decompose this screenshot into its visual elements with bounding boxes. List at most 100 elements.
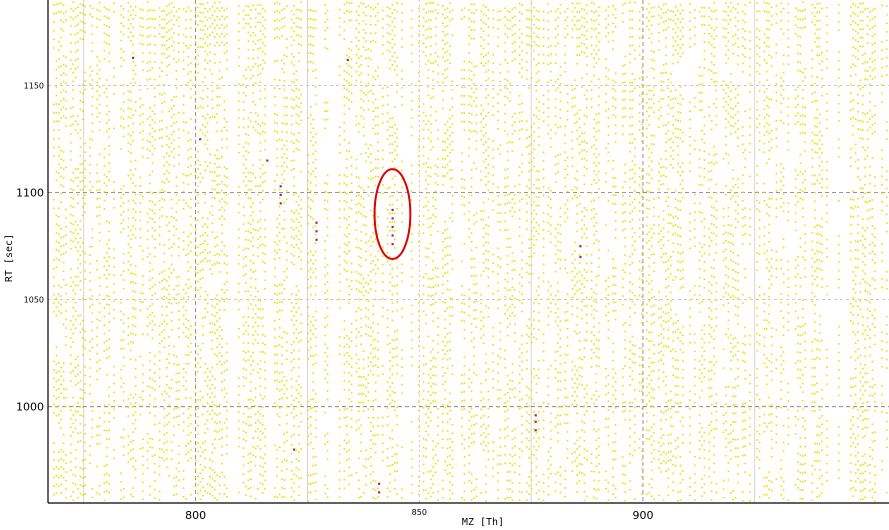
feature-point <box>72 405 74 408</box>
feature-point <box>446 350 449 352</box>
feature-point <box>314 276 317 279</box>
feature-point <box>372 488 374 490</box>
feature-point <box>98 112 101 114</box>
feature-point <box>166 48 168 51</box>
feature-point <box>98 86 101 88</box>
feature-point <box>504 358 506 360</box>
feature-point <box>499 348 502 350</box>
feature-point <box>444 398 446 400</box>
feature-point <box>343 200 346 202</box>
feature-point <box>108 239 110 241</box>
feature-point <box>295 244 298 246</box>
feature-point <box>163 337 166 340</box>
feature-point <box>350 392 353 394</box>
feature-point <box>96 116 98 118</box>
feature-point <box>202 234 204 236</box>
feature-point <box>367 309 370 311</box>
feature-point <box>108 222 110 224</box>
feature-point <box>310 346 312 349</box>
feature-point <box>170 198 173 201</box>
feature-point <box>485 141 487 143</box>
feature-point <box>442 479 444 482</box>
feature-point <box>307 400 310 403</box>
feature-point <box>365 85 367 88</box>
feature-point <box>199 481 202 483</box>
feature-point <box>410 330 413 332</box>
feature-point <box>451 211 454 214</box>
feature-point <box>163 278 166 281</box>
feature-point <box>360 274 362 276</box>
feature-point <box>62 12 65 15</box>
feature-point <box>382 121 384 124</box>
feature-point <box>202 342 204 345</box>
feature-point <box>209 493 211 495</box>
feature-point <box>252 49 254 51</box>
feature-point <box>257 411 259 413</box>
feature-point <box>216 431 218 433</box>
feature-point <box>168 12 170 14</box>
feature-point <box>365 152 367 154</box>
feature-point <box>372 8 374 11</box>
feature-point <box>202 494 204 497</box>
feature-point <box>142 130 144 132</box>
feature-point <box>391 64 394 66</box>
feature-point <box>175 467 178 470</box>
feature-point <box>106 438 108 440</box>
feature-point <box>242 430 245 432</box>
feature-point <box>74 384 77 386</box>
feature-point <box>218 10 221 12</box>
feature-point <box>430 295 432 297</box>
feature-point <box>401 316 403 318</box>
feature-point <box>348 56 350 58</box>
feature-point <box>96 9 98 11</box>
feature-point <box>475 423 478 425</box>
feature-point <box>506 79 509 82</box>
feature-point <box>113 365 115 368</box>
feature-point <box>276 252 278 254</box>
feature-point <box>202 396 204 399</box>
feature-point <box>485 62 487 65</box>
feature-point <box>247 151 250 154</box>
feature-point <box>163 244 166 246</box>
feature-point <box>312 18 314 21</box>
feature-point <box>185 292 187 294</box>
feature-point <box>206 252 209 254</box>
feature-point <box>178 445 180 447</box>
feature-point <box>82 29 84 32</box>
feature-point <box>468 103 470 106</box>
feature-point <box>446 129 449 131</box>
feature-point <box>430 10 432 13</box>
feature-point <box>348 232 350 235</box>
feature-point <box>307 315 310 317</box>
feature-point <box>307 180 310 182</box>
feature-point <box>238 336 240 339</box>
feature-point <box>204 25 206 27</box>
feature-point <box>389 351 391 353</box>
feature-point <box>365 281 367 284</box>
feature-point <box>326 432 329 435</box>
feature-point <box>185 27 187 30</box>
feature-point <box>382 289 384 292</box>
feature-point <box>168 412 170 415</box>
feature-point <box>290 395 293 397</box>
feature-point <box>151 303 154 305</box>
feature-point <box>132 78 134 80</box>
feature-point <box>182 112 185 114</box>
feature-point <box>226 185 228 187</box>
feature-point <box>79 492 82 495</box>
feature-point <box>74 33 77 36</box>
feature-point <box>504 313 506 315</box>
feature-point <box>166 392 168 395</box>
feature-point <box>360 195 362 198</box>
feature-point <box>422 355 425 358</box>
feature-point <box>482 109 485 111</box>
feature-point <box>96 98 98 101</box>
feature-point <box>391 177 394 180</box>
feature-point <box>427 408 430 410</box>
feature-point <box>197 72 199 74</box>
feature-point <box>283 227 286 230</box>
feature-point <box>290 435 293 438</box>
feature-point <box>283 441 286 444</box>
feature-point <box>386 326 389 328</box>
feature-point <box>475 486 478 489</box>
